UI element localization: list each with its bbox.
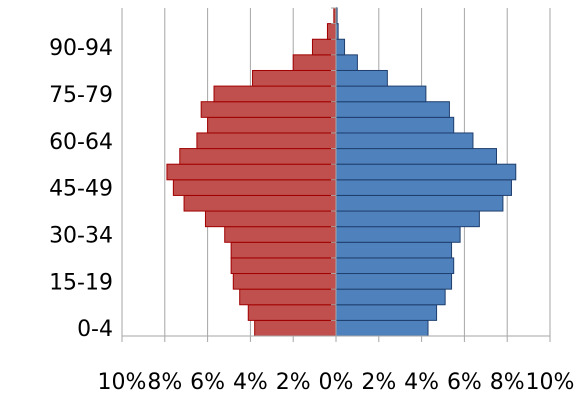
bar-left bbox=[172, 179, 337, 196]
bar-right bbox=[335, 101, 450, 118]
bar-left bbox=[254, 319, 337, 337]
bar-right bbox=[335, 226, 461, 243]
y-tick-label: 0-4 bbox=[77, 317, 113, 342]
y-tick-label: 75-79 bbox=[49, 83, 113, 108]
y-tick-label: 15-19 bbox=[49, 270, 113, 295]
bar-left bbox=[183, 194, 337, 212]
bar-right bbox=[335, 163, 517, 181]
bar-left bbox=[292, 54, 337, 71]
bar-left bbox=[232, 273, 337, 290]
y-tick-label: 30-34 bbox=[49, 223, 113, 248]
bar-left bbox=[311, 38, 337, 56]
bar-right bbox=[335, 241, 453, 259]
y-axis-labels: 0-4 15-19 30-34 45-49 60-64 75-79 90-94 bbox=[49, 36, 113, 342]
bar-left bbox=[200, 101, 337, 118]
bar-left bbox=[239, 288, 337, 306]
y-tick-label: 60-64 bbox=[49, 130, 113, 155]
bar-left bbox=[230, 241, 337, 259]
bar-right bbox=[335, 194, 504, 212]
bar-left bbox=[230, 257, 337, 275]
bar-right bbox=[335, 304, 438, 321]
bar-right bbox=[335, 38, 346, 56]
bar-left bbox=[204, 210, 337, 228]
x-tick-label: 6% bbox=[190, 370, 225, 393]
bar-left bbox=[326, 23, 337, 40]
x-tick-label: 0% bbox=[319, 370, 354, 393]
bar-left bbox=[179, 148, 337, 165]
bar-left bbox=[252, 69, 337, 87]
bar-right bbox=[335, 116, 455, 134]
axes bbox=[121, 7, 551, 342]
bar-left bbox=[213, 85, 337, 103]
bar-right bbox=[335, 210, 480, 228]
x-tick-label: 10% bbox=[98, 370, 147, 393]
x-tick-label: 4% bbox=[233, 370, 268, 393]
bars bbox=[166, 7, 517, 337]
bar-right bbox=[335, 54, 358, 71]
y-tick-label: 45-49 bbox=[49, 177, 113, 202]
bar-right bbox=[335, 132, 474, 150]
bar-right bbox=[335, 257, 455, 275]
bar-left bbox=[196, 132, 337, 150]
x-tick-label: 2% bbox=[361, 370, 396, 393]
bar-right bbox=[335, 85, 427, 103]
x-tick-label: 6% bbox=[447, 370, 482, 393]
bar-left bbox=[224, 226, 337, 243]
bar-left bbox=[166, 163, 337, 181]
y-tick-label: 90-94 bbox=[49, 36, 113, 61]
bar-right bbox=[335, 69, 388, 87]
bar-right bbox=[335, 288, 446, 306]
bar-right bbox=[335, 148, 497, 165]
bar-left bbox=[207, 116, 337, 134]
x-axis-labels: 10% 8% 6% 4% 2% 0% 2% 4% 6% 8% 10% bbox=[98, 370, 575, 393]
bar-right bbox=[335, 319, 429, 337]
x-tick-label: 2% bbox=[276, 370, 311, 393]
bar-left bbox=[247, 304, 337, 321]
x-tick-label: 4% bbox=[404, 370, 439, 393]
x-tick-label: 10% bbox=[526, 370, 575, 393]
x-tick-label: 8% bbox=[147, 370, 182, 393]
bar-right bbox=[335, 273, 453, 290]
x-tick-label: 8% bbox=[490, 370, 525, 393]
bar-right bbox=[335, 179, 512, 196]
